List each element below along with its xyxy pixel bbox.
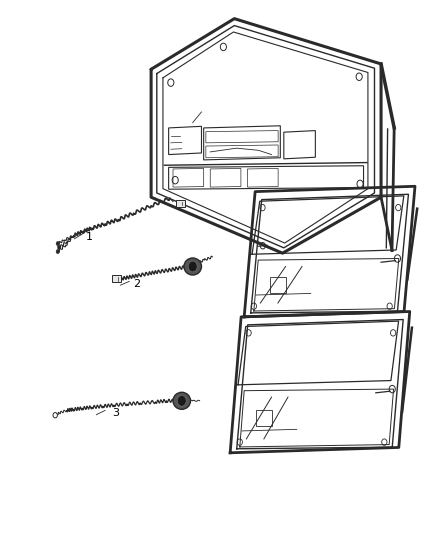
Circle shape [56,249,60,254]
Circle shape [188,261,197,272]
Ellipse shape [173,392,191,409]
Text: 1: 1 [85,232,92,242]
Circle shape [177,395,186,406]
Bar [270,277,286,293]
Bar [112,275,121,282]
Bar [256,410,272,426]
Text: 3: 3 [112,408,119,418]
Circle shape [56,241,60,246]
Text: 2: 2 [134,279,141,288]
Circle shape [57,245,61,249]
Ellipse shape [184,258,201,275]
Bar [176,200,185,207]
Circle shape [53,413,57,418]
